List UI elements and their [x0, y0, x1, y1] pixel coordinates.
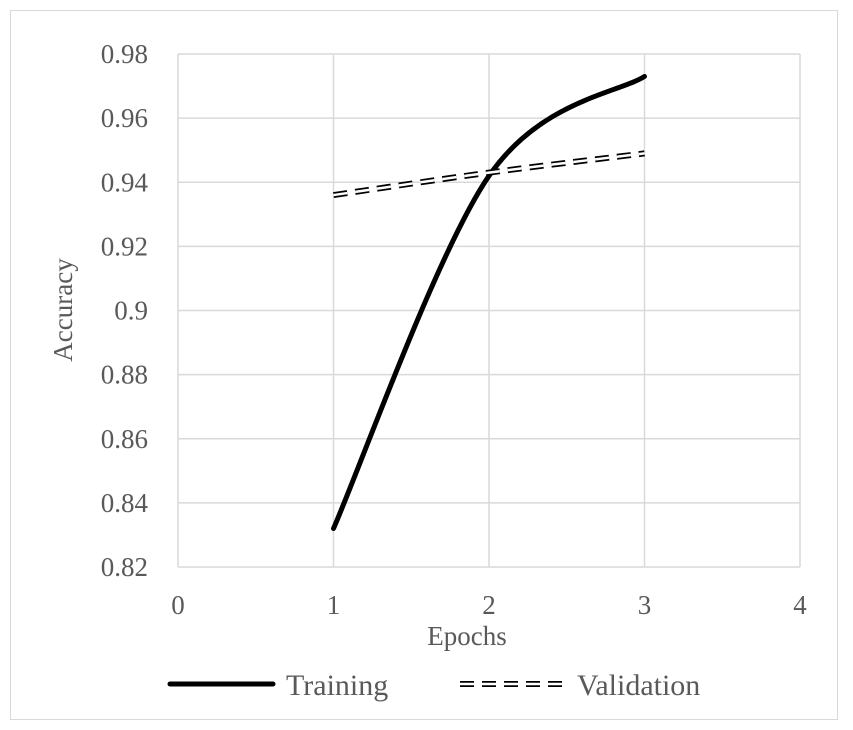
- y-tick-label: 0.84: [101, 488, 149, 518]
- y-axis-title: Accuracy: [48, 258, 78, 362]
- y-tick-label: 0.88: [101, 360, 148, 390]
- series-line-validation: [333, 150, 645, 199]
- y-tick-label: 0.96: [101, 103, 148, 133]
- y-tick-labels: 0.98 0.96 0.94 0.92 0.9 0.88 0.86 0.84 0.82: [101, 39, 149, 582]
- legend-item: Training: [167, 669, 388, 702]
- legend-label: Training: [286, 669, 388, 702]
- grid: [177, 53, 801, 568]
- x-tick-label: 0: [171, 590, 185, 620]
- legend-label: Validation: [577, 669, 700, 702]
- y-tick-label: 0.86: [101, 424, 148, 454]
- y-tick-label: 0.94: [101, 167, 149, 197]
- y-tick-label: 0.9: [114, 296, 148, 326]
- x-tick-label: 2: [482, 590, 496, 620]
- y-tick-label: 0.92: [101, 231, 148, 261]
- x-tick-labels: 0 1 2 3 4: [171, 590, 807, 620]
- x-tick-label: 4: [793, 590, 807, 620]
- y-tick-label: 0.98: [101, 39, 148, 69]
- y-tick-label: 0.82: [101, 552, 148, 582]
- x-tick-label: 1: [327, 590, 341, 620]
- chart-frame: [10, 10, 838, 720]
- series-line-training: [331, 73, 647, 532]
- series-layer: [331, 73, 647, 532]
- legend: Training Validation: [167, 669, 700, 702]
- legend-item: Validation: [460, 669, 700, 702]
- x-axis-title: Epochs: [427, 621, 506, 651]
- x-tick-label: 3: [638, 590, 652, 620]
